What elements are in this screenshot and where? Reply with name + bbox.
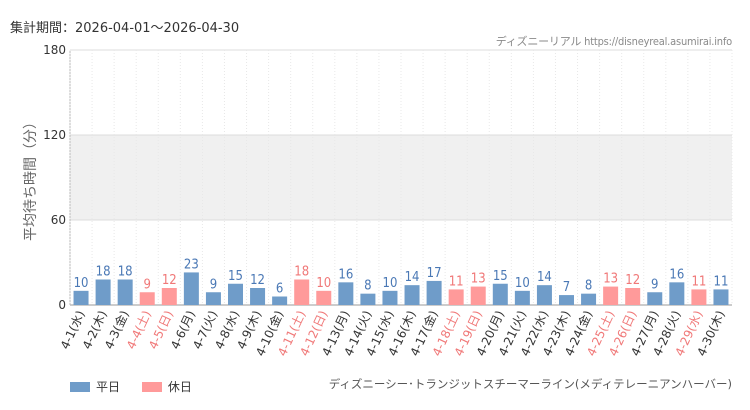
bar bbox=[625, 288, 641, 305]
bar bbox=[536, 285, 552, 305]
bar bbox=[514, 290, 530, 305]
grid-band bbox=[70, 135, 732, 220]
y-axis-label: 平均待ち時間（分） bbox=[23, 115, 39, 241]
bar-value-label: 23 bbox=[184, 257, 199, 272]
bar bbox=[404, 285, 420, 305]
legend-label-holiday: 休日 bbox=[167, 380, 192, 394]
bar-value-label: 18 bbox=[294, 265, 309, 280]
bar bbox=[559, 295, 574, 305]
bar bbox=[647, 292, 663, 305]
bar bbox=[691, 289, 707, 305]
bar bbox=[250, 288, 266, 305]
y-tick-label: 60 bbox=[51, 213, 66, 227]
period-label: 集計期間：2026-04-01〜2026-04-30 bbox=[10, 21, 240, 36]
bar bbox=[426, 280, 442, 305]
bar-value-label: 10 bbox=[74, 276, 89, 291]
bar bbox=[272, 296, 288, 305]
bar bbox=[448, 289, 464, 305]
bar bbox=[117, 279, 133, 305]
bar bbox=[95, 279, 111, 305]
bar-value-label: 9 bbox=[144, 277, 151, 292]
bar-value-label: 9 bbox=[651, 277, 658, 292]
bar bbox=[316, 290, 332, 305]
bar-value-label: 16 bbox=[338, 267, 353, 282]
bar bbox=[73, 290, 89, 305]
bar-value-label: 6 bbox=[276, 282, 283, 297]
bar-value-label: 14 bbox=[537, 270, 552, 285]
legend-swatch-holiday bbox=[141, 382, 162, 392]
bar-value-label: 10 bbox=[383, 276, 398, 291]
bar-value-label: 12 bbox=[250, 273, 265, 288]
bar-value-label: 16 bbox=[669, 267, 684, 282]
bar bbox=[382, 290, 398, 305]
bar bbox=[294, 279, 310, 305]
bar-value-label: 13 bbox=[471, 272, 486, 287]
bar-value-label: 11 bbox=[714, 274, 729, 289]
y-tick-label: 180 bbox=[43, 43, 66, 57]
bar-value-label: 11 bbox=[691, 274, 706, 289]
bar-value-label: 15 bbox=[493, 269, 508, 284]
legend-label-weekday: 平日 bbox=[96, 380, 121, 394]
bar-value-label: 17 bbox=[427, 266, 442, 281]
bar bbox=[161, 288, 177, 305]
bar-value-label: 8 bbox=[585, 279, 592, 294]
bar bbox=[228, 283, 243, 305]
bar bbox=[470, 286, 486, 305]
bar bbox=[492, 283, 508, 305]
bar-value-label: 12 bbox=[162, 273, 177, 288]
bar-value-label: 7 bbox=[563, 280, 570, 295]
bar-value-label: 8 bbox=[364, 279, 371, 294]
bar bbox=[669, 282, 685, 305]
bar-value-label: 12 bbox=[625, 273, 640, 288]
bar bbox=[713, 289, 729, 305]
source-credit: ディズニーリアル https://disneyreal.asumirai.inf… bbox=[495, 35, 732, 48]
bar bbox=[205, 292, 221, 305]
legend-item-holiday: 休日 bbox=[141, 378, 192, 395]
bar bbox=[603, 286, 619, 305]
bar bbox=[338, 282, 354, 305]
bar-value-label: 13 bbox=[603, 272, 618, 287]
bar bbox=[183, 272, 199, 305]
bar-value-label: 18 bbox=[118, 265, 133, 280]
legend-swatch-weekday bbox=[70, 382, 90, 392]
y-tick-label: 120 bbox=[43, 128, 66, 142]
bar bbox=[360, 293, 376, 305]
bar-value-label: 10 bbox=[316, 276, 331, 291]
attraction-name: ディズニーシー･トランジットスチーマーライン(メディテレーニアンハーバー) bbox=[328, 377, 732, 391]
bar-value-label: 15 bbox=[228, 269, 243, 284]
legend: 平日 休日 bbox=[70, 378, 210, 395]
bar-value-label: 10 bbox=[515, 276, 530, 291]
y-tick-label: 0 bbox=[58, 298, 66, 312]
bar-value-label: 9 bbox=[210, 277, 217, 292]
bar-value-label: 18 bbox=[96, 265, 111, 280]
bar-value-label: 14 bbox=[405, 270, 420, 285]
bar bbox=[139, 292, 155, 305]
bar bbox=[581, 293, 597, 305]
legend-item-weekday: 平日 bbox=[70, 378, 120, 395]
bar-value-label: 11 bbox=[449, 274, 464, 289]
